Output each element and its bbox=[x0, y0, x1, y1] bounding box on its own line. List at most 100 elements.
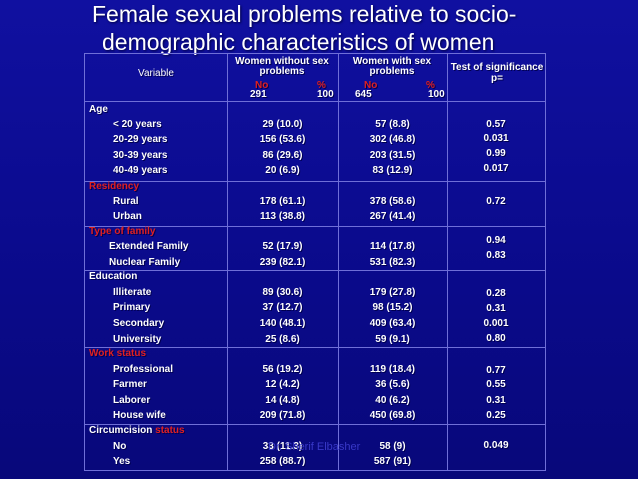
cell-p-value: 0.94 bbox=[486, 235, 506, 246]
cell-with: 587 (91) bbox=[373, 456, 412, 467]
row-divider bbox=[85, 101, 545, 102]
cell-without: 56 (19.2) bbox=[262, 364, 303, 375]
row-divider bbox=[85, 270, 545, 271]
cell-p-value: 0.83 bbox=[486, 250, 506, 261]
row-label: 40-49 years bbox=[113, 165, 168, 176]
cell-p-value: 0.001 bbox=[483, 318, 509, 329]
cell-without: 12 (4.2) bbox=[265, 379, 300, 390]
section-label-family: Type of family bbox=[89, 226, 156, 237]
cell-p-value: 0.017 bbox=[483, 163, 509, 174]
row-label: Illiterate bbox=[113, 287, 152, 298]
row-label: Yes bbox=[113, 456, 131, 467]
cell-without: 113 (38.8) bbox=[259, 211, 306, 222]
cell-without: 178 (61.1) bbox=[259, 196, 306, 207]
data-table: Variable Women without sex problems Wome… bbox=[84, 53, 546, 471]
cell-without: 29 (10.0) bbox=[262, 119, 303, 130]
section-label-residency: Residency bbox=[89, 181, 140, 192]
cell-without: 140 (48.1) bbox=[259, 318, 306, 329]
column-divider bbox=[338, 54, 339, 470]
cell-without: 209 (71.8) bbox=[259, 410, 306, 421]
header-no-label: No bbox=[255, 80, 269, 91]
row-label: House wife bbox=[113, 410, 166, 421]
cell-p-value: 0.72 bbox=[486, 196, 506, 207]
section-label-circumcision-white: Circumcision bbox=[89, 425, 153, 436]
header-women-without: Women without sex problems bbox=[235, 56, 329, 77]
header-without-n: 291 bbox=[250, 89, 267, 100]
cell-with: 114 (17.8) bbox=[369, 241, 416, 252]
row-label: Farmer bbox=[113, 379, 147, 390]
row-label: Professional bbox=[113, 364, 174, 375]
row-divider bbox=[85, 181, 545, 182]
section-label-circumcision: Circumcision status bbox=[89, 425, 185, 436]
cell-p-value: 0.25 bbox=[486, 410, 506, 421]
cell-p-value: 0.77 bbox=[486, 365, 506, 376]
cell-p-value: 0.80 bbox=[486, 333, 506, 344]
cell-without: 89 (30.6) bbox=[262, 287, 303, 298]
cell-p-value: 0.57 bbox=[486, 119, 506, 130]
cell-without: 239 (82.1) bbox=[259, 257, 306, 268]
section-label-circumcision-red: status bbox=[155, 425, 185, 436]
cell-without: 258 (88.7) bbox=[259, 456, 306, 467]
header-variable: Variable bbox=[138, 68, 174, 79]
header-test-significance: Test of significance p= bbox=[450, 62, 544, 84]
cell-with: 267 (41.4) bbox=[369, 211, 416, 222]
cell-p-value: 0.28 bbox=[486, 288, 506, 299]
header-no-label: No bbox=[364, 80, 378, 91]
cell-with: 59 (9.1) bbox=[375, 334, 410, 345]
watermark: Dr. Sherif Elbasher bbox=[268, 441, 361, 453]
row-label: Secondary bbox=[113, 318, 165, 329]
title-line-1: Female sexual problems relative to socio… bbox=[92, 1, 517, 27]
row-label: Laborer bbox=[113, 395, 151, 406]
row-label: 20-29 years bbox=[113, 134, 168, 145]
cell-without: 52 (17.9) bbox=[262, 241, 303, 252]
cell-p-value: 0.99 bbox=[486, 148, 506, 159]
cell-without: 33 (11.3) bbox=[262, 441, 303, 452]
row-divider bbox=[85, 424, 545, 425]
cell-with: 98 (15.2) bbox=[372, 302, 413, 313]
cell-with: 40 (6.2) bbox=[375, 395, 410, 406]
cell-without: 156 (53.6) bbox=[259, 134, 306, 145]
row-label: 30-39 years bbox=[113, 150, 168, 161]
row-label: Nuclear Family bbox=[109, 257, 181, 268]
row-divider bbox=[85, 226, 545, 227]
cell-without: 25 (8.6) bbox=[265, 334, 300, 345]
cell-with: 179 (27.8) bbox=[369, 287, 416, 298]
cell-with: 203 (31.5) bbox=[369, 150, 416, 161]
header-without-pct: 100 bbox=[317, 89, 334, 100]
row-label: University bbox=[113, 334, 162, 345]
cell-with: 302 (46.8) bbox=[369, 134, 416, 145]
header-with-n: 645 bbox=[355, 89, 372, 100]
row-label: No bbox=[113, 441, 127, 452]
cell-with: 450 (69.8) bbox=[369, 410, 416, 421]
row-label: Primary bbox=[113, 302, 151, 313]
cell-with: 378 (58.6) bbox=[369, 196, 416, 207]
section-label-age: Age bbox=[89, 104, 108, 115]
section-label-work: Work status bbox=[89, 348, 147, 359]
cell-p-value: 0.31 bbox=[486, 395, 506, 406]
cell-with: 36 (5.6) bbox=[375, 379, 410, 390]
cell-p-value: 0.55 bbox=[486, 379, 506, 390]
cell-p-value: 0.049 bbox=[483, 440, 509, 451]
cell-without: 20 (6.9) bbox=[265, 165, 300, 176]
cell-with: 119 (18.4) bbox=[369, 364, 416, 375]
cell-without: 37 (12.7) bbox=[262, 302, 303, 313]
cell-with: 83 (12.9) bbox=[372, 165, 413, 176]
header-pct-label: % bbox=[426, 80, 435, 91]
column-divider bbox=[447, 54, 448, 470]
row-label: Extended Family bbox=[109, 241, 189, 252]
cell-with: 57 (8.8) bbox=[375, 119, 410, 130]
cell-p-value: 0.031 bbox=[483, 133, 509, 144]
cell-without: 86 (29.6) bbox=[262, 150, 303, 161]
cell-with: 531 (82.3) bbox=[369, 257, 416, 268]
title-line-2: demographic characteristics of women bbox=[102, 29, 495, 55]
cell-with: 58 (9) bbox=[379, 441, 406, 452]
column-divider bbox=[227, 54, 228, 470]
header-with-pct: 100 bbox=[428, 89, 445, 100]
slide-title: Female sexual problems relative to socio… bbox=[92, 0, 632, 56]
cell-p-value: 0.31 bbox=[486, 303, 506, 314]
header-pct-label: % bbox=[317, 80, 326, 91]
row-label: Rural bbox=[113, 196, 139, 207]
header-women-with: Women with sex problems bbox=[352, 56, 432, 77]
cell-without: 14 (4.8) bbox=[265, 395, 300, 406]
